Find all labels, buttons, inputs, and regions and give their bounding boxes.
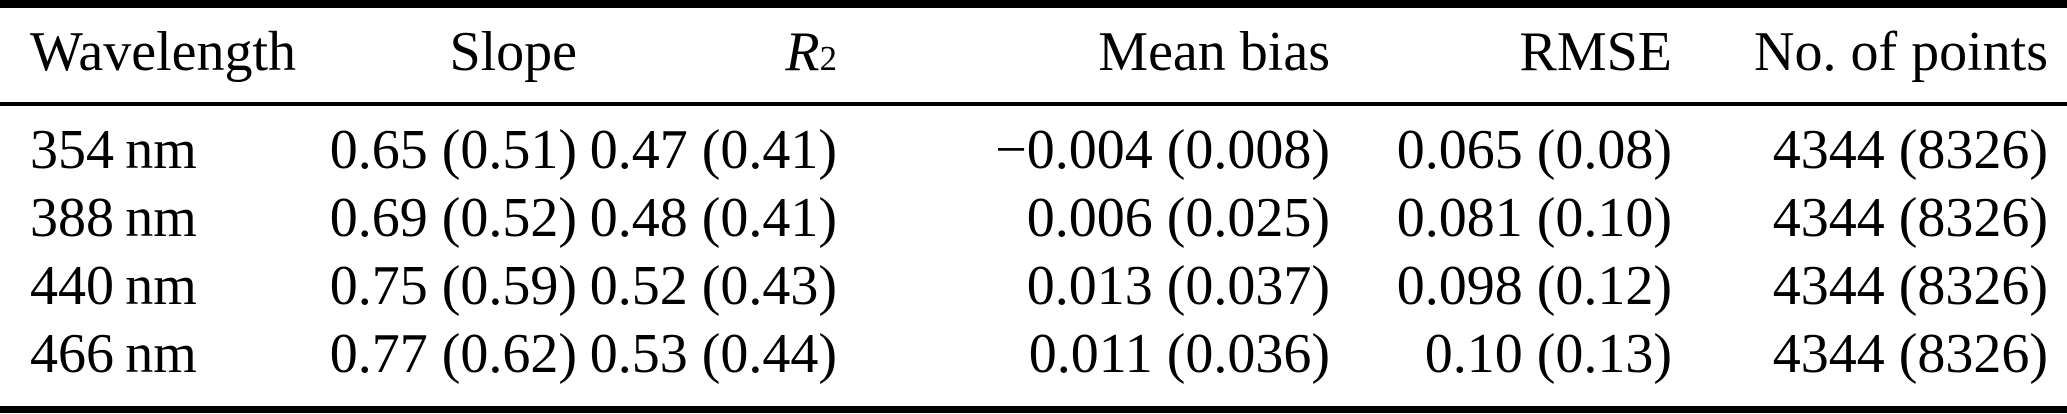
r-squared-base: R (785, 21, 820, 83)
cell-r-squared: 0.52 (0.43) (589, 255, 837, 317)
cell-rmse: 0.10 (0.13) (1424, 323, 1672, 385)
cell-no-of-points: 4344 (8326) (1772, 187, 2048, 249)
cell-rmse: 0.065 (0.08) (1396, 119, 1672, 181)
header-slope: Slope (300, 4, 577, 106)
header-r-squared: R2 (577, 4, 837, 106)
cell-r-squared: 0.48 (0.41) (589, 187, 837, 249)
cell-slope: 0.65 (0.51) (329, 119, 577, 181)
cell-no-of-points: 4344 (8326) (1772, 323, 2048, 385)
cell-r-squared: 0.53 (0.44) (589, 323, 837, 385)
header-mean-bias: Mean bias (837, 4, 1330, 106)
cell-slope: 0.77 (0.62) (329, 323, 577, 385)
cell-rmse: 0.098 (0.12) (1396, 255, 1672, 317)
cell-wavelength: 354 nm (30, 119, 197, 181)
cell-no-of-points: 4344 (8326) (1772, 119, 2048, 181)
table-row: 388 nm 0.69 (0.52) 0.48 (0.41) 0.006 (0.… (0, 184, 2067, 252)
cell-slope: 0.69 (0.52) (329, 187, 577, 249)
header-rmse: RMSE (1330, 4, 1672, 106)
header-no-of-points: No. of points (1672, 4, 2067, 106)
cell-slope: 0.75 (0.59) (329, 255, 577, 317)
cell-wavelength: 388 nm (30, 187, 197, 249)
cell-wavelength: 440 nm (30, 255, 197, 317)
cell-wavelength: 466 nm (30, 323, 197, 385)
header-row: Wavelength Slope R2 Mean bias RMSE No. o… (0, 4, 2067, 106)
table-row: 440 nm 0.75 (0.59) 0.52 (0.43) 0.013 (0.… (0, 252, 2067, 320)
cell-mean-bias: −0.004 (0.008) (995, 119, 1330, 181)
cell-mean-bias: 0.011 (0.036) (1028, 323, 1330, 385)
header-wavelength: Wavelength (0, 4, 300, 106)
cell-r-squared: 0.47 (0.41) (589, 119, 837, 181)
r-squared-exponent: 2 (819, 39, 837, 78)
cell-mean-bias: 0.006 (0.025) (1026, 187, 1330, 249)
cell-rmse: 0.081 (0.10) (1396, 187, 1672, 249)
table-row: 466 nm 0.77 (0.62) 0.53 (0.44) 0.011 (0.… (0, 320, 2067, 410)
cell-no-of-points: 4344 (8326) (1772, 255, 2048, 317)
table-row: 354 nm 0.65 (0.51) 0.47 (0.41) −0.004 (0… (0, 104, 2067, 184)
cell-mean-bias: 0.013 (0.037) (1026, 255, 1330, 317)
